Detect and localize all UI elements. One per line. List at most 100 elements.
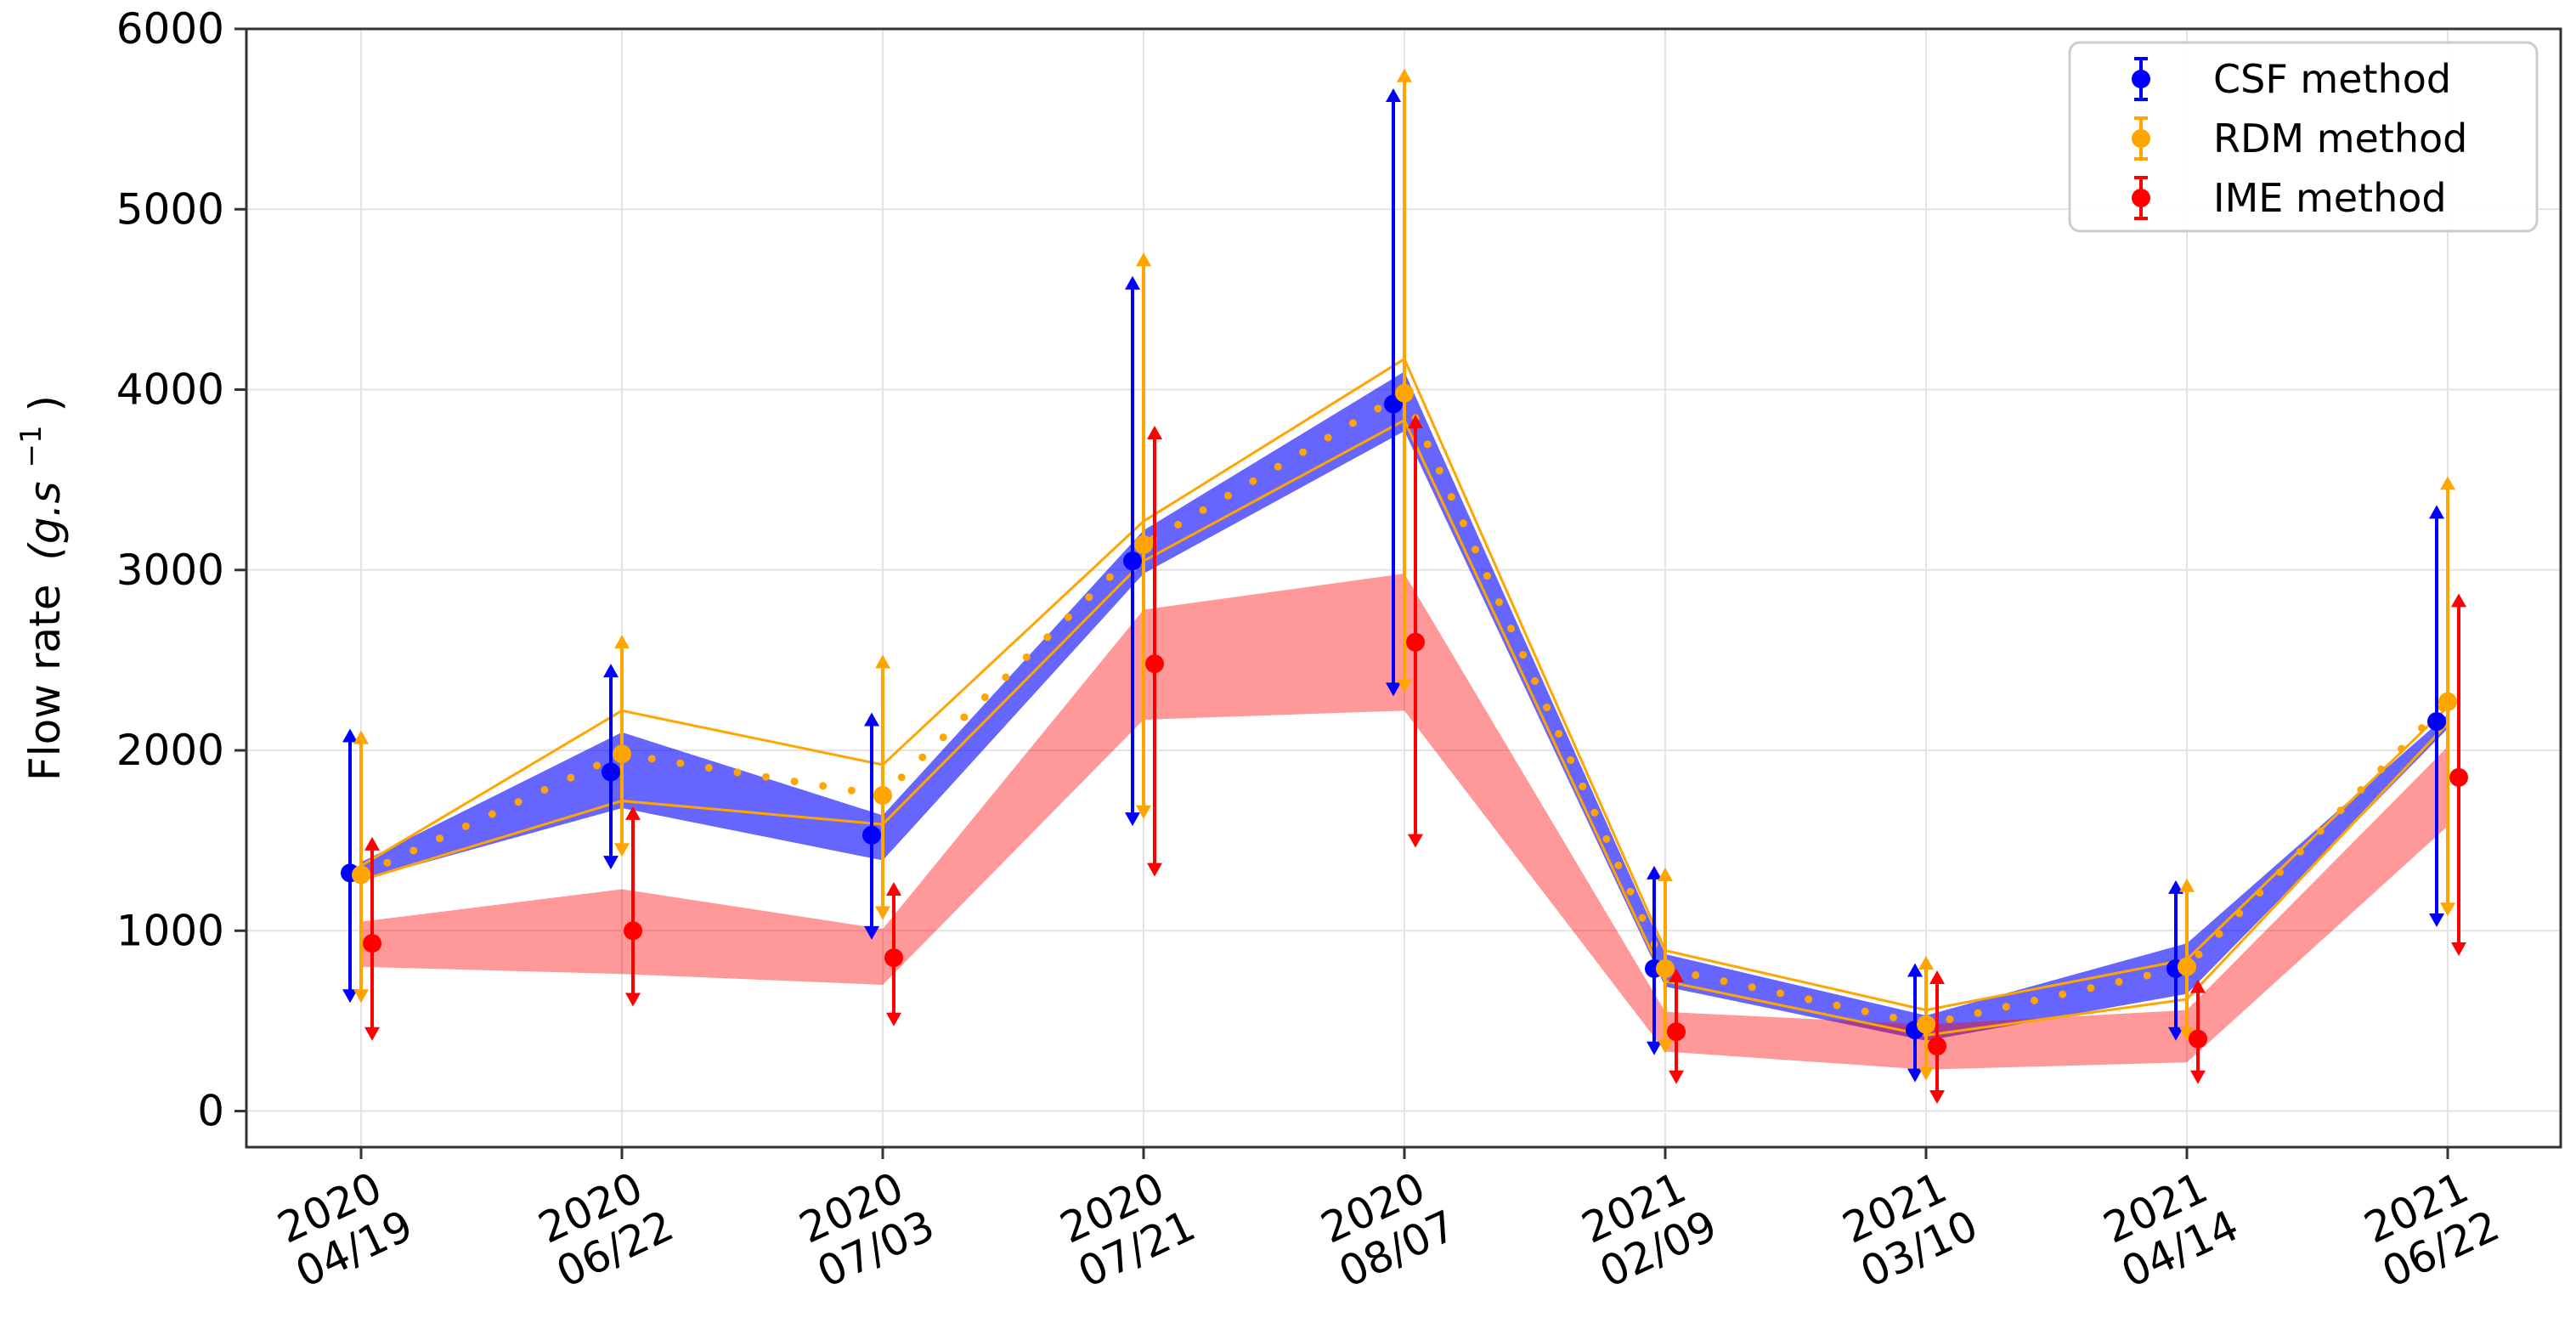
error-arrow-up — [1669, 968, 1684, 982]
data-point — [2449, 767, 2468, 787]
data-point — [352, 865, 370, 885]
error-arrow-up — [2179, 878, 2195, 892]
data-point — [2438, 692, 2457, 711]
data-point — [1667, 1022, 1686, 1042]
error-arrow-up — [1929, 970, 1945, 984]
legend-box — [2068, 41, 2539, 233]
error-arrow-up — [364, 836, 380, 851]
data-point — [2189, 1029, 2207, 1049]
legend-marker — [2132, 70, 2150, 88]
band-2 — [361, 574, 2448, 1070]
data-point — [873, 786, 892, 806]
error-arrow-down — [603, 856, 619, 870]
data-point — [884, 948, 903, 968]
error-arrow-down — [2429, 913, 2444, 928]
data-point — [1928, 1037, 1946, 1056]
data-point — [2178, 957, 2196, 976]
uncertainty-bands — [361, 371, 2448, 1070]
error-arrow-down — [2168, 1026, 2183, 1041]
y-axis-label-text: Flow rate — [20, 584, 70, 781]
error-arrow-down — [1647, 1041, 1662, 1055]
y-tick-label: 5000 — [116, 184, 224, 234]
data-point — [1145, 654, 1164, 674]
error-arrow-up — [1147, 425, 1162, 439]
error-arrow-up — [2440, 476, 2455, 490]
error-arrow-up — [1658, 868, 1673, 881]
data-point — [2427, 712, 2446, 732]
error-arrow-down — [1397, 679, 1412, 693]
error-arrow-down — [2190, 1070, 2206, 1084]
data-point — [1395, 383, 1414, 403]
data-point — [1917, 1015, 1935, 1034]
y-tick-label: 0 — [197, 1087, 224, 1136]
error-arrow-down — [2179, 1026, 2195, 1041]
y-axis-label-exponent: −1 — [14, 425, 48, 467]
error-arrow-up — [1386, 88, 1401, 103]
error-arrow-up — [1647, 865, 1662, 879]
error-arrow-down — [625, 993, 641, 1007]
data-point — [624, 921, 642, 941]
y-tick-label: 3000 — [116, 546, 224, 595]
error-arrow-down — [353, 989, 369, 1004]
data-point — [363, 934, 381, 953]
error-arrow-up — [1907, 963, 1923, 977]
error-arrow-up — [1125, 275, 1140, 290]
y-tick-label: 2000 — [116, 726, 224, 775]
error-arrow-down — [2440, 902, 2455, 917]
error-arrow-up — [353, 730, 369, 744]
error-arrow-down — [1669, 1070, 1684, 1084]
error-arrow-down — [2451, 942, 2466, 957]
error-arrow-down — [1907, 1068, 1923, 1083]
y-tick-label: 4000 — [116, 365, 224, 415]
y-axis-label-close: ) — [20, 395, 70, 412]
data-points — [341, 383, 2468, 1056]
error-arrow-up — [614, 635, 630, 649]
legend: CSF method RDM method IME method — [2068, 41, 2539, 233]
data-point — [613, 744, 631, 764]
error-arrow-down — [342, 989, 358, 1004]
data-point — [1123, 551, 1142, 571]
error-arrow-down — [1386, 682, 1401, 697]
error-arrow-down — [1918, 1066, 1934, 1081]
error-arrow-down — [1658, 1039, 1673, 1054]
error-arrow-up — [1136, 252, 1151, 267]
data-point — [602, 762, 620, 782]
error-arrow-down — [1147, 862, 1162, 877]
error-arrow-down — [1408, 834, 1423, 848]
y-tick-label: 6000 — [116, 4, 224, 54]
legend-marker — [2132, 189, 2150, 207]
y-axis-label: Flow rate (g.s −1 ) — [2, 395, 70, 781]
error-arrow-down — [1136, 805, 1151, 819]
error-arrow-up — [1408, 415, 1423, 429]
error-arrow-up — [886, 881, 901, 896]
y-tick-label: 1000 — [116, 906, 224, 955]
error-arrow-up — [342, 728, 358, 743]
error-arrow-up — [1397, 68, 1412, 82]
y-axis: 0 1000 2000 3000 4000 5000 6000 — [116, 4, 246, 1136]
error-arrow-up — [2168, 879, 2183, 894]
data-point — [1406, 632, 1425, 652]
error-arrow-up — [1918, 956, 1934, 970]
error-arrow-up — [603, 664, 619, 678]
error-arrow-down — [364, 1026, 380, 1041]
error-arrow-up — [2429, 505, 2444, 519]
error-arrow-up — [875, 654, 890, 669]
data-point — [862, 825, 881, 845]
error-arrow-down — [886, 1012, 901, 1026]
error-arrow-down — [864, 925, 879, 940]
error-arrow-up — [2190, 979, 2206, 993]
error-arrow-down — [1929, 1090, 1945, 1105]
y-axis-label-unit: (g.s — [20, 481, 70, 560]
error-arrow-down — [614, 843, 630, 857]
legend-label: CSF method — [2213, 56, 2451, 102]
legend-label: IME method — [2213, 175, 2447, 221]
legend-marker — [2132, 129, 2150, 148]
data-point — [1134, 535, 1153, 555]
data-point — [1656, 959, 1675, 978]
legend-label: RDM method — [2213, 116, 2467, 161]
error-arrow-up — [864, 712, 879, 727]
error-arrow-up — [2451, 593, 2466, 608]
error-arrow-down — [1125, 812, 1140, 827]
error-arrow-up — [625, 806, 641, 820]
error-arrow-down — [875, 906, 890, 920]
